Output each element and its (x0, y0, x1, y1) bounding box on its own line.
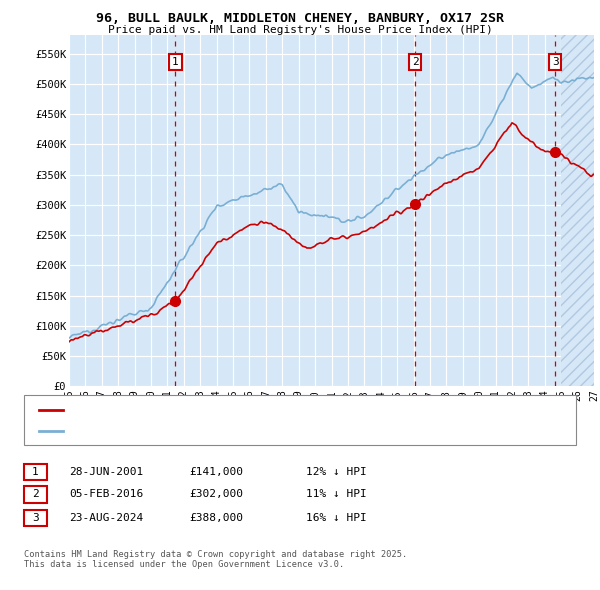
Text: 16% ↓ HPI: 16% ↓ HPI (306, 513, 367, 523)
Text: £302,000: £302,000 (189, 490, 243, 499)
Text: HPI: Average price, detached house, West Northamptonshire: HPI: Average price, detached house, West… (69, 427, 404, 437)
Text: 28-JUN-2001: 28-JUN-2001 (69, 467, 143, 477)
Text: 2: 2 (412, 57, 418, 67)
Text: 2: 2 (32, 490, 39, 499)
Text: 96, BULL BAULK, MIDDLETON CHENEY, BANBURY, OX17 2SR: 96, BULL BAULK, MIDDLETON CHENEY, BANBUR… (96, 12, 504, 25)
Text: 96, BULL BAULK, MIDDLETON CHENEY, BANBURY, OX17 2SR (detached house): 96, BULL BAULK, MIDDLETON CHENEY, BANBUR… (69, 405, 469, 415)
Text: 1: 1 (172, 57, 179, 67)
Text: Price paid vs. HM Land Registry's House Price Index (HPI): Price paid vs. HM Land Registry's House … (107, 25, 493, 35)
Text: 11% ↓ HPI: 11% ↓ HPI (306, 490, 367, 499)
Text: 3: 3 (32, 513, 39, 523)
Text: £141,000: £141,000 (189, 467, 243, 477)
Text: 23-AUG-2024: 23-AUG-2024 (69, 513, 143, 523)
Text: 12% ↓ HPI: 12% ↓ HPI (306, 467, 367, 477)
Text: 1: 1 (32, 467, 39, 477)
Text: £388,000: £388,000 (189, 513, 243, 523)
Text: Contains HM Land Registry data © Crown copyright and database right 2025.
This d: Contains HM Land Registry data © Crown c… (24, 550, 407, 569)
Text: 3: 3 (552, 57, 559, 67)
Text: 05-FEB-2016: 05-FEB-2016 (69, 490, 143, 499)
